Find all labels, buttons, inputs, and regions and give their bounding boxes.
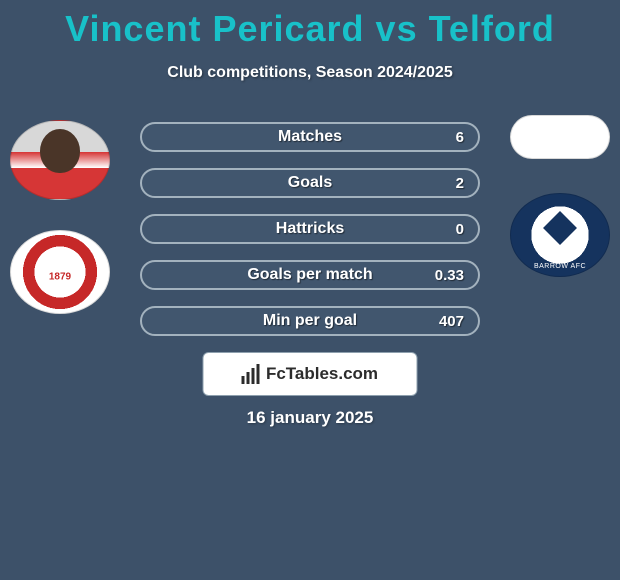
stat-label: Matches (278, 128, 342, 146)
source-logo: FcTables.com (203, 352, 418, 396)
stat-label: Min per goal (263, 312, 357, 330)
stat-label: Goals per match (247, 266, 372, 284)
player-avatar-right (510, 115, 610, 159)
left-avatars (10, 120, 110, 314)
page-title: Vincent Pericard vs Telford (0, 0, 620, 50)
stat-value-right: 0 (456, 221, 464, 238)
right-avatars (510, 115, 610, 277)
stat-row-min-per-goal: Min per goal 407 (140, 306, 480, 336)
stat-row-hattricks: Hattricks 0 (140, 214, 480, 244)
stat-row-goals: Goals 2 (140, 168, 480, 198)
comparison-card: Vincent Pericard vs Telford Club competi… (0, 0, 620, 580)
stat-value-right: 407 (439, 313, 464, 330)
stat-value-right: 0.33 (435, 267, 464, 284)
stat-label: Goals (288, 174, 332, 192)
club-crest-left (10, 230, 110, 314)
stat-label: Hattricks (276, 220, 344, 238)
bars-icon (242, 364, 260, 384)
source-logo-text: FcTables.com (266, 364, 378, 384)
season-subtitle: Club competitions, Season 2024/2025 (0, 64, 620, 82)
stat-row-goals-per-match: Goals per match 0.33 (140, 260, 480, 290)
stat-value-right: 2 (456, 175, 464, 192)
stats-list: Matches 6 Goals 2 Hattricks 0 Goals per … (140, 122, 480, 352)
stat-value-right: 6 (456, 129, 464, 146)
stat-row-matches: Matches 6 (140, 122, 480, 152)
footer-date: 16 january 2025 (0, 408, 620, 428)
club-crest-right (510, 193, 610, 277)
player-avatar-left (10, 120, 110, 200)
